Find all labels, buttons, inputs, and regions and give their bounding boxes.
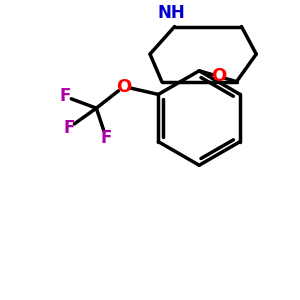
Text: F: F — [100, 129, 112, 147]
Text: O: O — [116, 78, 131, 96]
Text: F: F — [59, 87, 70, 105]
Text: F: F — [63, 119, 74, 137]
Text: NH: NH — [158, 4, 185, 22]
Text: O: O — [211, 68, 226, 85]
